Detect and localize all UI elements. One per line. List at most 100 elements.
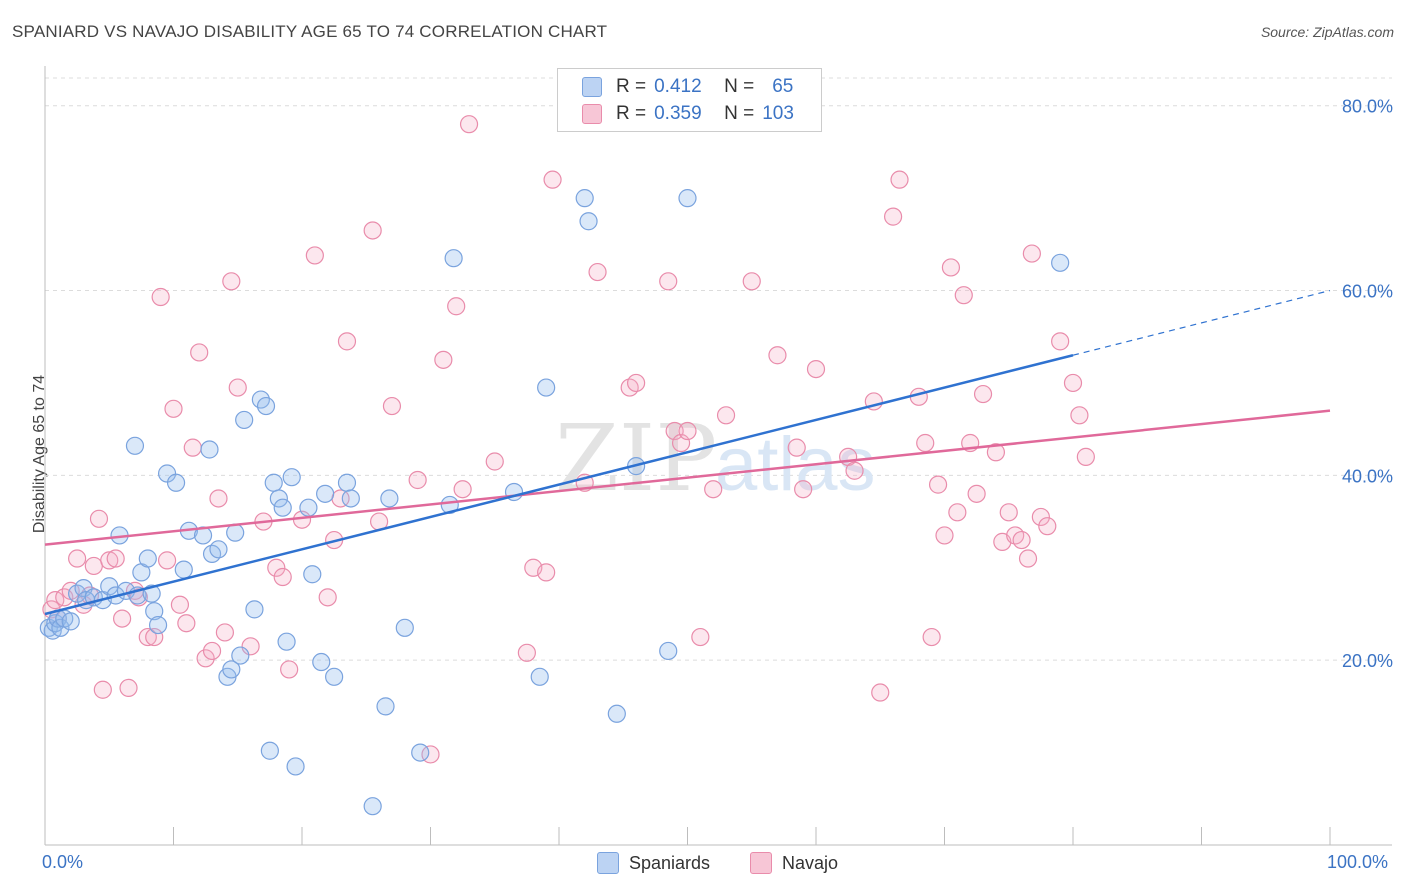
navajo-point bbox=[215, 623, 234, 642]
spaniards-point bbox=[277, 632, 296, 651]
navajo-point bbox=[459, 115, 479, 134]
spaniards-point bbox=[61, 612, 80, 631]
navajo-swatch bbox=[582, 104, 602, 124]
navajo-point bbox=[999, 503, 1018, 522]
series-legend: Spaniards Navajo bbox=[0, 852, 1406, 878]
navajo-point bbox=[768, 346, 787, 365]
navajo-point bbox=[871, 683, 890, 702]
spaniards-point bbox=[337, 473, 357, 492]
spaniards-point bbox=[269, 489, 288, 508]
navajo-point bbox=[280, 660, 299, 679]
spaniards-point bbox=[537, 378, 556, 397]
navajo-point bbox=[588, 262, 607, 282]
navajo-point bbox=[164, 399, 183, 418]
navajo-point bbox=[1076, 447, 1095, 466]
spaniards-point bbox=[316, 484, 335, 503]
legend-item-navajo[interactable]: Navajo bbox=[750, 852, 838, 874]
navajo-point bbox=[1063, 373, 1083, 393]
y-tick-label-60: 60.0% bbox=[1342, 282, 1393, 302]
navajo-point bbox=[170, 595, 190, 614]
navajo-point bbox=[89, 509, 109, 528]
spaniards-points bbox=[39, 189, 1070, 816]
r-label: R = bbox=[616, 103, 647, 124]
navajo-point bbox=[434, 350, 453, 369]
navajo-point bbox=[177, 614, 196, 633]
navajo-point bbox=[716, 406, 736, 425]
spaniards-point bbox=[659, 641, 678, 661]
navajo-point bbox=[967, 484, 986, 503]
spaniards-trend-line bbox=[44, 354, 1074, 616]
navajo-point bbox=[112, 609, 132, 628]
spaniards-point bbox=[1051, 253, 1070, 272]
navajo-point bbox=[1018, 549, 1038, 568]
navajo-point bbox=[202, 641, 222, 661]
navajo-point bbox=[890, 170, 909, 189]
navajo-point bbox=[973, 384, 993, 404]
spaniards-point bbox=[260, 741, 279, 760]
legend-label-spaniards: Spaniards bbox=[629, 852, 711, 873]
y-tick-label-20: 20.0% bbox=[1342, 651, 1393, 671]
spaniards-point bbox=[282, 468, 301, 487]
navajo-point bbox=[267, 558, 286, 577]
x-tick-label-max: 100.0% bbox=[1327, 852, 1389, 872]
spaniards-point bbox=[380, 489, 399, 508]
navajo-point bbox=[941, 258, 961, 277]
navajo-point bbox=[119, 678, 138, 698]
spaniards-point bbox=[440, 495, 459, 515]
navajo-point bbox=[151, 287, 170, 307]
navajo-point bbox=[305, 246, 324, 265]
correlation-legend: R = 0.412 N = 65 R = 0.359 N = 103 bbox=[557, 68, 822, 132]
x-tick-label-min: 0.0% bbox=[42, 852, 84, 872]
navajo-point bbox=[916, 433, 935, 453]
navajo-point bbox=[1070, 406, 1089, 425]
chart-title: SPANIARD VS NAVAJO DISABILITY AGE 65 TO … bbox=[12, 22, 608, 41]
spaniards-point bbox=[325, 667, 344, 686]
legend-label-navajo: Navajo bbox=[782, 852, 839, 873]
spaniards-point bbox=[579, 212, 598, 231]
r-value: 0.359 bbox=[654, 103, 702, 124]
spaniards-point bbox=[231, 646, 250, 665]
navajo-point bbox=[1012, 530, 1031, 550]
spaniards-point bbox=[148, 615, 168, 635]
navajo-point bbox=[883, 207, 903, 226]
y-tick-labels: 20.0% 40.0% 60.0% 80.0% bbox=[1342, 97, 1393, 671]
spaniards-point bbox=[51, 618, 70, 637]
spaniards-point bbox=[273, 498, 292, 517]
spaniards-point bbox=[125, 436, 145, 455]
spaniards-point bbox=[264, 473, 283, 492]
navajo-point bbox=[382, 396, 402, 416]
spaniards-point bbox=[256, 396, 276, 416]
spaniards-point bbox=[303, 565, 322, 584]
navajo-point bbox=[145, 627, 164, 647]
spaniards-point bbox=[395, 618, 414, 637]
spaniards-point bbox=[678, 189, 697, 208]
spaniards-point bbox=[376, 697, 395, 716]
axes bbox=[44, 66, 1392, 846]
navajo-point bbox=[363, 221, 382, 240]
navajo-point bbox=[948, 503, 967, 522]
navajo-point bbox=[190, 343, 209, 362]
spaniards-point bbox=[299, 498, 318, 517]
r-label: R = bbox=[616, 76, 647, 97]
navajo-point bbox=[986, 443, 1006, 462]
navajo-point bbox=[626, 373, 646, 393]
navajo-point bbox=[228, 378, 247, 397]
n-label: N = bbox=[724, 76, 755, 97]
spaniards-point bbox=[145, 602, 164, 621]
navajo-point bbox=[691, 627, 710, 647]
navajo-point bbox=[537, 563, 556, 582]
spaniards-point bbox=[138, 549, 157, 568]
navajo-point bbox=[1051, 332, 1070, 351]
navajo-point bbox=[273, 567, 292, 587]
spaniards-swatch bbox=[582, 77, 602, 97]
navajo-point bbox=[935, 526, 954, 545]
navajo-trend-line bbox=[44, 409, 1331, 546]
legend-item-spaniards[interactable]: Spaniards bbox=[597, 852, 710, 874]
spaniards-point bbox=[200, 440, 219, 459]
navajo-point bbox=[453, 480, 472, 499]
spaniards-point bbox=[363, 797, 382, 816]
navajo-point bbox=[954, 286, 973, 305]
navajo-point bbox=[183, 438, 202, 457]
spaniards-point bbox=[193, 526, 213, 545]
navajo-point bbox=[337, 332, 357, 351]
